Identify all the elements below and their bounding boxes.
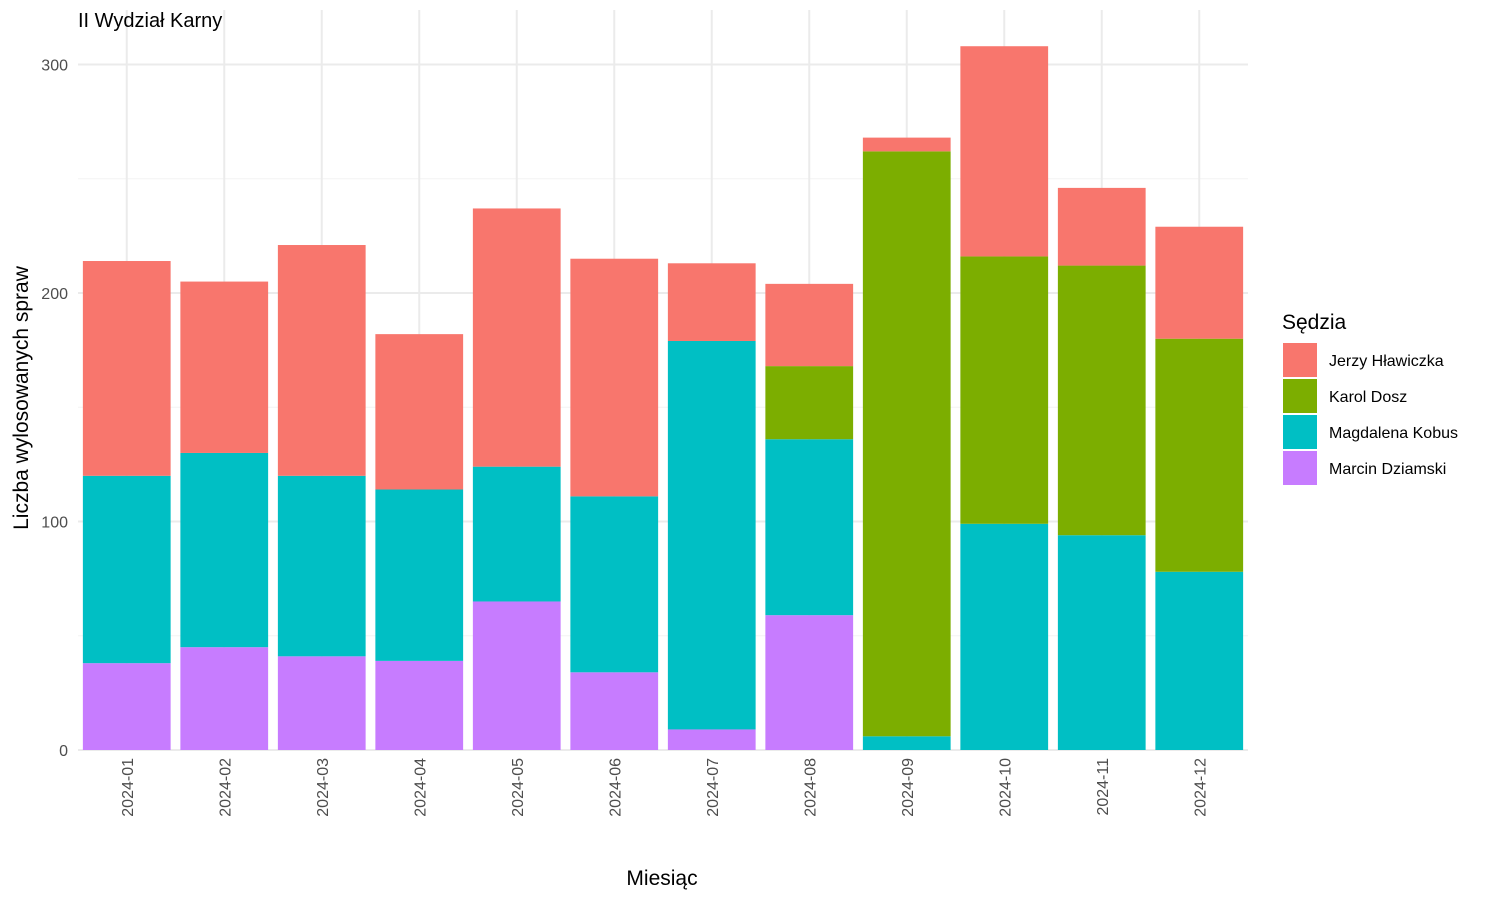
- bar-marcin-dziamski-2024-08: [765, 615, 854, 750]
- x-tick-label: 2024-03: [315, 758, 332, 817]
- bar-magdalena-kobus-2024-10: [960, 523, 1049, 750]
- legend-key-jerzy-hlawiczka: [1283, 343, 1317, 377]
- bar-magdalena-kobus-2024-11: [1057, 535, 1146, 750]
- bar-marcin-dziamski-2024-04: [375, 660, 464, 750]
- legend-title: Sędzia: [1282, 311, 1347, 334]
- bar-magdalena-kobus-2024-07: [667, 340, 756, 730]
- y-tick-label: 200: [41, 286, 68, 303]
- x-tick-label: 2024-08: [802, 758, 819, 817]
- x-axis-ticks: 2024-01 2024-02 2024-03 2024-04 2024-05 2024-…: [120, 758, 1210, 817]
- y-tick-label: 0: [59, 743, 68, 760]
- bar-jerzy-hlawiczka-2024-07: [667, 263, 756, 341]
- chart-title: II Wydział Karny: [78, 10, 222, 32]
- bar-jerzy-hlawiczka-2024-02: [180, 281, 269, 453]
- legend-key-marcin-dziamski: [1283, 451, 1317, 485]
- bar-karol-dosz-2024-10: [960, 256, 1049, 524]
- bar-magdalena-kobus-2024-02: [180, 452, 269, 648]
- bar-jerzy-hlawiczka-2024-03: [277, 245, 366, 476]
- bar-marcin-dziamski-2024-02: [180, 647, 269, 750]
- bar-jerzy-hlawiczka-2024-09: [862, 137, 951, 152]
- bar-magdalena-kobus-2024-08: [765, 439, 854, 616]
- bars: [82, 46, 1244, 750]
- bar-marcin-dziamski-2024-06: [570, 672, 659, 750]
- x-tick-label: 2024-07: [705, 758, 722, 817]
- y-tick-label: 100: [41, 515, 68, 532]
- bar-marcin-dziamski-2024-03: [277, 656, 366, 750]
- x-tick-label: 2024-12: [1192, 758, 1209, 817]
- bar-magdalena-kobus-2024-05: [472, 466, 561, 602]
- legend-label-karol-dosz: Karol Dosz: [1329, 389, 1407, 406]
- bar-jerzy-hlawiczka-2024-01: [82, 261, 171, 476]
- bar-jerzy-hlawiczka-2024-10: [960, 46, 1049, 257]
- legend-label-marcin-dziamski: Marcin Dziamski: [1329, 461, 1446, 478]
- y-axis-title: Liczba wylosowanych spraw: [10, 265, 33, 530]
- bar-jerzy-hlawiczka-2024-12: [1155, 226, 1244, 339]
- x-tick-label: 2024-06: [607, 758, 624, 817]
- legend-label-jerzy-hlawiczka: Jerzy Hławiczka: [1329, 353, 1444, 370]
- bar-jerzy-hlawiczka-2024-05: [472, 208, 561, 467]
- x-axis-title: Miesiąc: [626, 867, 697, 890]
- legend-key-karol-dosz: [1283, 379, 1317, 413]
- x-tick-label: 2024-05: [510, 758, 527, 817]
- bar-marcin-dziamski-2024-07: [667, 729, 756, 750]
- legend-label-magdalena-kobus: Magdalena Kobus: [1329, 425, 1458, 442]
- bar-magdalena-kobus-2024-04: [375, 489, 464, 661]
- y-axis-ticks: 0 100 200 300: [41, 58, 68, 761]
- bar-jerzy-hlawiczka-2024-04: [375, 334, 464, 490]
- y-tick-label: 300: [41, 58, 68, 75]
- bar-jerzy-hlawiczka-2024-06: [570, 258, 659, 497]
- bar-jerzy-hlawiczka-2024-11: [1057, 187, 1146, 266]
- legend-key-magdalena-kobus: [1283, 415, 1317, 449]
- bar-magdalena-kobus-2024-06: [570, 496, 659, 673]
- bar-karol-dosz-2024-08: [765, 366, 854, 440]
- bar-magdalena-kobus-2024-01: [82, 475, 171, 664]
- x-tick-label: 2024-10: [997, 758, 1014, 817]
- bar-jerzy-hlawiczka-2024-08: [765, 283, 854, 367]
- bar-magdalena-kobus-2024-03: [277, 475, 366, 657]
- bar-karol-dosz-2024-11: [1057, 265, 1146, 536]
- legend: Sędzia Jerzy Hławiczka Karol Dosz Magdalen…: [1282, 311, 1458, 485]
- bar-karol-dosz-2024-09: [862, 151, 951, 737]
- bar-marcin-dziamski-2024-01: [82, 663, 171, 750]
- x-tick-label: 2024-11: [1095, 758, 1112, 816]
- x-tick-label: 2024-09: [900, 758, 917, 817]
- x-tick-label: 2024-04: [412, 758, 429, 817]
- x-tick-label: 2024-01: [120, 758, 137, 817]
- bar-marcin-dziamski-2024-05: [472, 601, 561, 750]
- bar-karol-dosz-2024-12: [1155, 338, 1244, 572]
- bar-magdalena-kobus-2024-09: [862, 736, 951, 750]
- bar-magdalena-kobus-2024-12: [1155, 571, 1244, 750]
- x-tick-label: 2024-02: [217, 758, 234, 817]
